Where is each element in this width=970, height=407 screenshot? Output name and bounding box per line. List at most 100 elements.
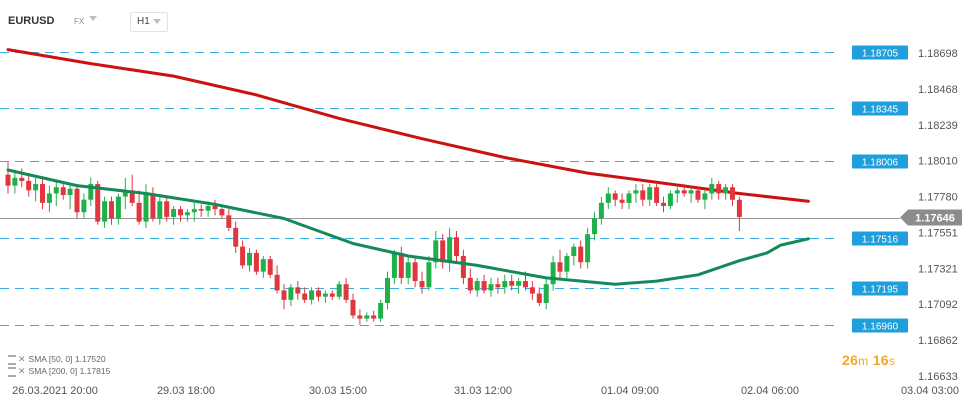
candle[interactable]	[143, 184, 149, 228]
candle[interactable]	[440, 234, 446, 269]
candle[interactable]	[702, 190, 708, 210]
candle[interactable]	[578, 240, 584, 269]
candle[interactable]	[322, 290, 328, 303]
candle[interactable]	[129, 174, 135, 206]
candle[interactable]	[564, 252, 570, 278]
candle[interactable]	[495, 277, 501, 294]
candle[interactable]	[550, 256, 556, 291]
sma200-line[interactable]	[6, 48, 810, 203]
candle[interactable]	[219, 207, 225, 219]
candle[interactable]	[730, 184, 735, 206]
candle[interactable]	[447, 227, 453, 272]
candle[interactable]	[260, 256, 266, 278]
candle[interactable]	[709, 177, 715, 200]
candle[interactable]	[371, 310, 377, 322]
candle[interactable]	[633, 184, 639, 203]
candle[interactable]	[626, 190, 632, 210]
candle[interactable]	[247, 248, 252, 272]
remove-indicator-icon[interactable]: ✕	[18, 366, 26, 376]
candle[interactable]	[543, 277, 549, 310]
candle[interactable]	[592, 212, 597, 241]
candle[interactable]	[157, 196, 163, 225]
candle[interactable]	[667, 190, 673, 210]
candle[interactable]	[398, 246, 404, 285]
candle[interactable]	[19, 168, 25, 188]
candle[interactable]	[302, 287, 308, 303]
candle[interactable]	[716, 180, 722, 200]
candle[interactable]	[60, 182, 66, 200]
candle[interactable]	[674, 187, 680, 203]
candle[interactable]	[5, 162, 11, 194]
candle[interactable]	[654, 184, 660, 206]
candle[interactable]	[460, 249, 466, 285]
candle[interactable]	[198, 204, 204, 217]
candle[interactable]	[81, 193, 87, 219]
candle[interactable]	[88, 177, 94, 206]
settings-lines-icon[interactable]	[8, 354, 16, 365]
candle[interactable]	[585, 227, 591, 269]
candle[interactable]	[364, 312, 370, 322]
candle[interactable]	[336, 281, 342, 300]
candle[interactable]	[329, 290, 335, 300]
candle[interactable]	[316, 287, 321, 302]
candle[interactable]	[433, 231, 439, 269]
candle[interactable]	[46, 185, 52, 213]
candle[interactable]	[150, 187, 156, 222]
candle[interactable]	[343, 277, 349, 303]
candle[interactable]	[481, 274, 487, 294]
candle[interactable]	[391, 249, 397, 285]
candle[interactable]	[40, 179, 45, 210]
candle[interactable]	[136, 190, 142, 225]
candle[interactable]	[736, 196, 742, 232]
candle[interactable]	[529, 281, 535, 300]
candle[interactable]	[723, 184, 729, 200]
candle[interactable]	[267, 256, 273, 278]
candle[interactable]	[502, 274, 508, 294]
candle[interactable]	[426, 256, 432, 291]
candle[interactable]	[598, 196, 604, 225]
candle[interactable]	[681, 184, 687, 197]
candle[interactable]	[385, 271, 390, 310]
symbol-label[interactable]: EURUSD	[8, 15, 55, 27]
candle[interactable]	[688, 187, 694, 203]
candle[interactable]	[474, 277, 480, 297]
candle[interactable]	[557, 249, 563, 278]
legend-sma50[interactable]: ✕ SMA [50, 0] 1.17520	[8, 354, 106, 365]
candle[interactable]	[647, 184, 653, 206]
candle[interactable]	[419, 271, 425, 294]
candle[interactable]	[191, 202, 197, 222]
candle[interactable]	[240, 240, 246, 269]
timeframe-chevron-down-icon[interactable]	[153, 19, 161, 24]
symbol-dropdown-chevron-icon[interactable]	[89, 16, 97, 21]
settings-lines-icon[interactable]	[8, 366, 16, 377]
candle[interactable]	[350, 293, 356, 319]
remove-indicator-icon[interactable]: ✕	[18, 354, 26, 364]
candle[interactable]	[612, 190, 618, 206]
candle[interactable]	[571, 243, 577, 266]
candle[interactable]	[178, 205, 183, 222]
candle[interactable]	[509, 274, 515, 291]
candle[interactable]	[53, 180, 59, 206]
candle[interactable]	[33, 177, 39, 202]
candle[interactable]	[467, 268, 473, 294]
candle[interactable]	[67, 185, 73, 210]
candle[interactable]	[661, 196, 666, 213]
candle[interactable]	[281, 284, 287, 310]
candle[interactable]	[253, 249, 259, 275]
candle[interactable]	[226, 209, 232, 232]
candle[interactable]	[212, 199, 218, 216]
candle[interactable]	[605, 187, 611, 210]
candle[interactable]	[454, 231, 459, 263]
candle[interactable]	[536, 287, 542, 307]
candle[interactable]	[109, 196, 114, 225]
candle[interactable]	[619, 193, 625, 210]
candle[interactable]	[164, 198, 170, 222]
candle[interactable]	[115, 193, 121, 225]
sma50-line[interactable]	[6, 168, 810, 286]
candle[interactable]	[412, 256, 418, 288]
candle[interactable]	[695, 187, 701, 203]
candle[interactable]	[357, 309, 363, 325]
candle[interactable]	[171, 205, 177, 225]
legend-sma200[interactable]: ✕ SMA [200, 0] 1.17815	[8, 366, 110, 377]
